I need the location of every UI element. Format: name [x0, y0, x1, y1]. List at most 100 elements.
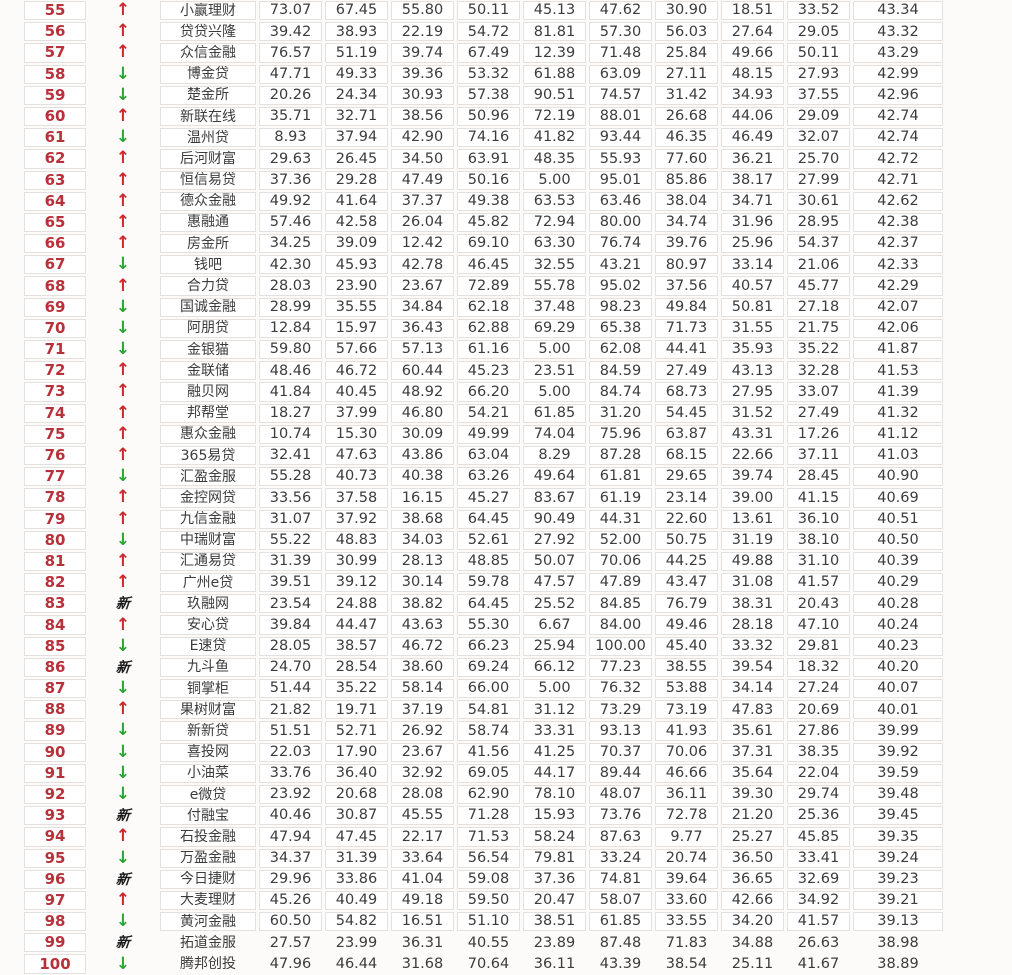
- platform-name: 万盈金融: [160, 848, 256, 868]
- score-cell: 59.08: [457, 869, 520, 889]
- score-cell: 10.74: [259, 424, 322, 444]
- score-cell: 28.18: [721, 615, 784, 635]
- score-cell: 40.29: [853, 573, 943, 593]
- score-cell: 73.29: [589, 700, 652, 720]
- score-cell: 35.71: [259, 106, 322, 127]
- score-cell: 27.92: [523, 530, 586, 550]
- table-row: 91 ↓ 小油菜 33.76 36.40 32.92 69.05 44.17 89.44 46.6…: [24, 762, 943, 783]
- rank-cell: 73: [24, 382, 86, 402]
- score-cell: 89.44: [589, 763, 652, 783]
- table-row: 84 ↑ 安心贷 39.84 44.47 43.63 55.30 6.67 84.00 49.46…: [24, 615, 943, 635]
- score-cell: 28.45: [787, 467, 850, 487]
- score-cell: 31.39: [259, 551, 322, 572]
- score-cell: 61.88: [523, 64, 586, 84]
- score-cell: 68.15: [655, 445, 718, 466]
- score-cell: 31.68: [401, 955, 444, 972]
- score-cell: 29.63: [259, 149, 322, 169]
- table-row: 95 ↓ 万盈金融 34.37 31.39 33.64 56.54 79.81 33.24 20.…: [24, 848, 943, 868]
- rank-cell: 82: [24, 573, 86, 593]
- score-cell: 38.93: [325, 22, 388, 42]
- score-cell: 28.54: [325, 657, 388, 677]
- score-cell: 34.92: [787, 890, 850, 911]
- table-row: 81 ↑ 汇通易贷 31.39 30.99 28.13 48.85 50.07 70.06 44.…: [24, 551, 943, 572]
- score-cell: 34.20: [721, 912, 784, 932]
- score-cell: 44.17: [523, 763, 586, 783]
- score-cell: 40.39: [853, 551, 943, 572]
- score-cell: 49.46: [655, 615, 718, 635]
- score-cell: 76.74: [589, 234, 652, 254]
- score-cell: 39.00: [721, 488, 784, 508]
- trend-up-icon: ↑: [115, 487, 131, 508]
- score-cell: 35.55: [325, 297, 388, 317]
- score-cell: 50.07: [523, 551, 586, 572]
- score-cell: 22.66: [721, 445, 784, 466]
- score-cell: 47.63: [325, 445, 388, 466]
- score-cell: 54.72: [457, 22, 520, 42]
- score-cell: 22.60: [655, 509, 718, 529]
- score-cell: 34.84: [391, 297, 454, 317]
- score-cell: 23.99: [335, 934, 378, 951]
- score-cell: 26.92: [391, 721, 454, 741]
- score-cell: 48.85: [457, 551, 520, 572]
- score-cell: 90.49: [523, 509, 586, 529]
- trend-up-icon: ↑: [115, 445, 131, 466]
- score-cell: 84.85: [589, 594, 652, 614]
- score-cell: 34.03: [391, 530, 454, 550]
- table-row: 66 ↑ 房金所 34.25 39.09 12.42 69.10 63.30 76.74 39.7…: [24, 234, 943, 254]
- score-cell: 34.50: [391, 149, 454, 169]
- score-cell: 20.68: [325, 784, 388, 805]
- score-cell: 27.93: [787, 64, 850, 84]
- score-cell: 49.92: [259, 191, 322, 211]
- score-cell: 83.67: [523, 488, 586, 508]
- table-row: 65 ↑ 惠融通 57.46 42.58 26.04 45.82 72.94 80.00 34.7…: [24, 212, 943, 233]
- score-cell: 31.08: [721, 573, 784, 593]
- score-cell: 25.52: [523, 594, 586, 614]
- score-cell: 100.00: [589, 636, 652, 656]
- score-cell: 23.92: [259, 784, 322, 805]
- rank-cell: 93: [24, 806, 86, 826]
- score-cell: 39.64: [655, 869, 718, 889]
- score-cell: 36.40: [325, 763, 388, 783]
- platform-name: 小油菜: [160, 763, 256, 783]
- platform-name: 房金所: [160, 234, 256, 254]
- score-cell: 47.94: [259, 827, 322, 847]
- score-cell: 42.72: [853, 149, 943, 169]
- score-cell: 36.65: [721, 869, 784, 889]
- score-cell: 36.11: [655, 784, 718, 805]
- score-cell: 56.03: [655, 22, 718, 42]
- score-cell: 41.12: [853, 424, 943, 444]
- score-cell: 27.18: [787, 297, 850, 317]
- score-cell: 21.75: [787, 318, 850, 338]
- score-cell: 70.37: [589, 742, 652, 762]
- score-cell: 66.12: [523, 657, 586, 677]
- score-cell: 63.09: [589, 64, 652, 84]
- trend-up-icon: ↑: [115, 190, 131, 211]
- rank-cell: 60: [24, 106, 86, 127]
- score-cell: 45.40: [655, 636, 718, 656]
- score-cell: 51.10: [457, 912, 520, 932]
- trend-down-icon: ↓: [115, 762, 131, 783]
- score-cell: 57.30: [589, 22, 652, 42]
- trend-down-icon: ↓: [115, 784, 131, 805]
- score-cell: 77.23: [589, 657, 652, 677]
- trend-down-icon: ↓: [115, 127, 131, 148]
- score-cell: 48.35: [523, 149, 586, 169]
- score-cell: 30.09: [391, 424, 454, 444]
- score-cell: 37.92: [325, 509, 388, 529]
- score-cell: 42.06: [853, 318, 943, 338]
- trend-up-icon: ↑: [115, 169, 131, 190]
- score-cell: 57.13: [391, 340, 454, 360]
- score-cell: 52.71: [325, 721, 388, 741]
- score-cell: 27.64: [721, 22, 784, 42]
- score-cell: 41.87: [853, 340, 943, 360]
- ranking-table: 55 ↑ 小赢理财 73.07 67.45 55.80 50.11 45.13 47.62 30.…: [24, 1, 943, 974]
- score-cell: 40.24: [853, 615, 943, 635]
- score-cell: 55.30: [457, 615, 520, 635]
- score-cell: 42.33: [853, 255, 943, 275]
- score-cell: 47.45: [325, 827, 388, 847]
- score-cell: 42.74: [853, 106, 943, 127]
- score-cell: 55.78: [523, 276, 586, 296]
- score-cell: 51.19: [325, 43, 388, 63]
- score-cell: 27.49: [787, 403, 850, 423]
- rank-cell: 91: [24, 763, 86, 783]
